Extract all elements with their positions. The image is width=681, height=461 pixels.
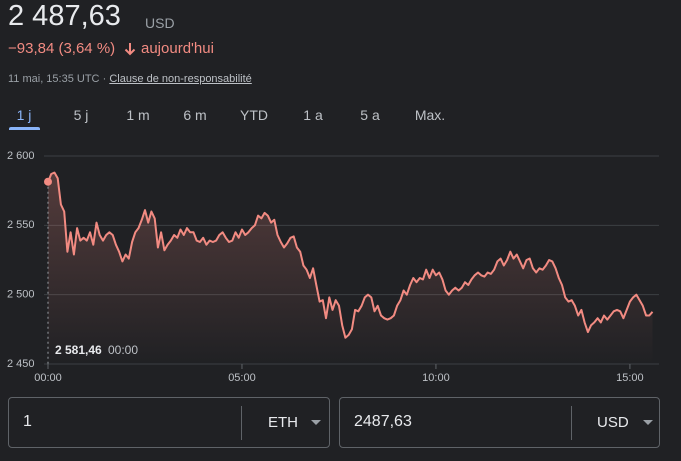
caret bbox=[311, 420, 321, 425]
x-tick-label: 10:00 bbox=[422, 372, 450, 384]
y-tick-label: 2 500 bbox=[7, 289, 35, 301]
price: 2 487,63 bbox=[8, 0, 121, 32]
change-suffix: aujourd'hui bbox=[141, 40, 214, 57]
to-field[interactable]: 2487,63 USD bbox=[339, 397, 660, 448]
x-tick-label: 00:00 bbox=[34, 372, 62, 384]
disclaimer-link[interactable]: Clause de non-responsabilité bbox=[109, 73, 252, 85]
tab[interactable]: 6 m bbox=[183, 107, 207, 123]
x-tick-label: 05:00 bbox=[228, 372, 256, 384]
area bbox=[48, 172, 653, 364]
to-unit[interactable]: USD bbox=[597, 414, 629, 431]
tab[interactable]: 5 a bbox=[360, 107, 380, 123]
tab[interactable]: 1 m bbox=[126, 107, 150, 123]
tab[interactable]: 5 j bbox=[73, 107, 89, 123]
from-field[interactable]: 1 ETH bbox=[8, 397, 330, 448]
tab[interactable]: Max. bbox=[414, 107, 446, 123]
x-tick-label: 15:00 bbox=[616, 372, 644, 384]
currency: USD bbox=[145, 15, 175, 31]
divider bbox=[571, 406, 572, 440]
tab[interactable]: 1 a bbox=[303, 107, 323, 123]
to-amount[interactable]: 2487,63 bbox=[354, 413, 412, 430]
from-amount[interactable]: 1 bbox=[23, 413, 32, 430]
divider bbox=[241, 406, 242, 440]
timestamp: 11 mai, 15:35 UTC bbox=[8, 73, 100, 85]
y-tick-label: 2 550 bbox=[7, 219, 35, 231]
y-tick-label: 2 450 bbox=[7, 358, 35, 370]
separator: · bbox=[102, 73, 107, 85]
annotation-time: 00:00 bbox=[108, 343, 138, 357]
timestamp-line: 11 mai, 15:35 UTC · Clause de non-respon… bbox=[8, 73, 252, 85]
line bbox=[47, 171, 654, 339]
down-arrow bbox=[124, 43, 136, 56]
tab[interactable]: 1 j bbox=[16, 107, 32, 123]
annotation-value: 2 581,46 bbox=[55, 343, 102, 357]
tab-underline bbox=[9, 127, 40, 130]
chart: 2 450 2 500 2 550 2 600 00:00 05:00 10:00 15:00… bbox=[7, 150, 659, 384]
annotation-dot bbox=[44, 177, 52, 186]
change: −93,84 (3,64 %) bbox=[8, 40, 116, 57]
caret bbox=[643, 420, 653, 425]
y-tick-label: 2 600 bbox=[7, 150, 35, 162]
tab[interactable]: YTD bbox=[240, 107, 268, 123]
from-unit[interactable]: ETH bbox=[268, 414, 298, 431]
